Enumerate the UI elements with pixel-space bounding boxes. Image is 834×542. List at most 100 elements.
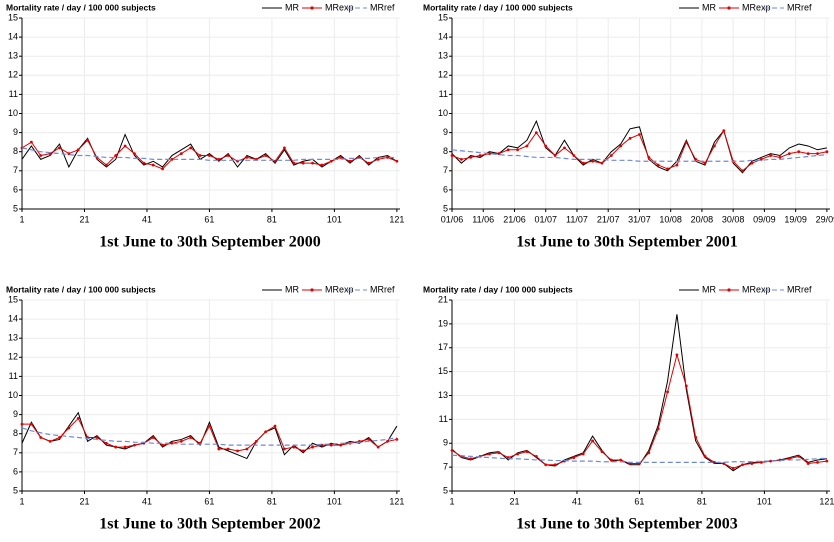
y-tick-label: 7	[13, 447, 18, 457]
x-tick-label: 81	[267, 214, 277, 224]
x-tick-label: 21/06	[503, 214, 526, 224]
panel: Mortality rate / day / 100 000 subjects 5…	[423, 284, 834, 532]
y-tick-label: 13	[8, 51, 18, 61]
series-marker	[76, 417, 80, 420]
x-tick-label: 1	[19, 214, 24, 224]
series-marker	[386, 156, 389, 159]
chart-title: 1st June to 30th September 2001	[516, 234, 737, 251]
y-tick-label: 5	[13, 485, 18, 495]
legend-label: MRref	[787, 284, 812, 294]
series-marker	[628, 136, 632, 140]
series-marker	[367, 161, 371, 165]
series-marker	[189, 436, 193, 439]
legend-label: MR	[702, 2, 716, 12]
series-marker	[741, 463, 744, 467]
series-marker	[179, 439, 183, 443]
y-tick-label: 12	[438, 70, 448, 80]
series-marker	[497, 152, 501, 156]
series-marker	[684, 140, 688, 144]
x-tick-label: 31/07	[628, 214, 651, 224]
series-marker	[778, 156, 782, 159]
series-marker	[488, 152, 491, 156]
series-marker	[459, 157, 463, 161]
y-axis-label: Mortality rate / day / 100 000 subjects	[6, 2, 156, 12]
series-marker	[816, 152, 819, 156]
series-marker	[133, 152, 136, 156]
series-marker	[170, 157, 174, 161]
y-axis-label: Mortality rate / day / 100 000 subjects	[423, 284, 573, 294]
y-tick-label: 17	[438, 342, 448, 352]
series-marker	[86, 138, 90, 142]
legend-label: MRexp	[325, 284, 354, 294]
series-marker	[591, 439, 594, 443]
legend-marker	[310, 288, 314, 292]
series-marker	[787, 152, 791, 156]
series-marker	[226, 154, 230, 157]
x-tick-label: 121	[819, 496, 834, 506]
x-tick-label: 81	[697, 496, 707, 506]
x-tick-label: 121	[389, 214, 404, 224]
series-marker	[600, 450, 604, 454]
series-marker	[553, 463, 557, 467]
series-marker	[675, 353, 679, 357]
series-marker	[58, 436, 61, 439]
series-marker	[329, 443, 333, 447]
series-marker	[722, 129, 726, 133]
series-marker	[386, 439, 389, 443]
series-line	[451, 454, 827, 463]
series-marker	[609, 154, 613, 157]
series-marker	[769, 459, 773, 463]
x-tick-label: 41	[142, 496, 152, 506]
series-marker	[544, 463, 548, 467]
series-marker	[450, 154, 454, 157]
series-marker	[534, 131, 538, 135]
series-marker	[544, 144, 548, 148]
series-marker	[179, 152, 183, 156]
series-marker	[516, 148, 520, 152]
series-marker	[67, 426, 71, 430]
y-tick-label: 13	[438, 51, 448, 61]
y-tick-label: 8	[443, 146, 448, 156]
x-tick-label: 21	[509, 496, 519, 506]
y-tick-label: 9	[443, 127, 448, 137]
series-marker	[104, 163, 108, 167]
y-tick-label: 13	[8, 333, 18, 343]
legend-label: MRref	[370, 2, 395, 12]
series-marker	[123, 445, 127, 449]
y-tick-label: 15	[438, 12, 448, 22]
series-marker	[741, 169, 744, 173]
series-marker	[534, 454, 538, 458]
series-marker	[264, 154, 268, 157]
x-tick-label: 11/06	[472, 214, 494, 224]
y-tick-label: 6	[443, 184, 448, 194]
series-marker	[39, 154, 43, 157]
series-marker	[666, 390, 669, 394]
series-marker	[816, 460, 819, 464]
series-marker	[600, 161, 604, 165]
series-marker	[703, 161, 707, 165]
series-marker	[76, 148, 80, 152]
series-marker	[638, 133, 641, 136]
y-tick-label: 8	[13, 428, 18, 438]
series-line	[21, 147, 397, 161]
series-marker	[694, 157, 698, 161]
x-tick-label: 101	[757, 496, 772, 506]
series-marker	[114, 154, 118, 157]
y-tick-label: 9	[443, 438, 448, 448]
series-marker	[694, 435, 698, 439]
y-axis-label: Mortality rate / day / 100 000 subjects	[423, 2, 573, 12]
series-marker	[666, 167, 669, 171]
series-marker	[750, 462, 754, 465]
y-tick-label: 14	[8, 313, 18, 323]
series-marker	[217, 447, 221, 451]
series-marker	[825, 459, 829, 463]
y-tick-label: 6	[13, 466, 18, 476]
series-marker	[609, 458, 613, 462]
series-marker	[750, 161, 754, 165]
series-marker	[553, 154, 557, 157]
series-marker	[339, 443, 343, 447]
series-marker	[825, 150, 829, 154]
x-tick-label: 61	[634, 496, 644, 506]
y-tick-label: 6	[13, 184, 18, 194]
